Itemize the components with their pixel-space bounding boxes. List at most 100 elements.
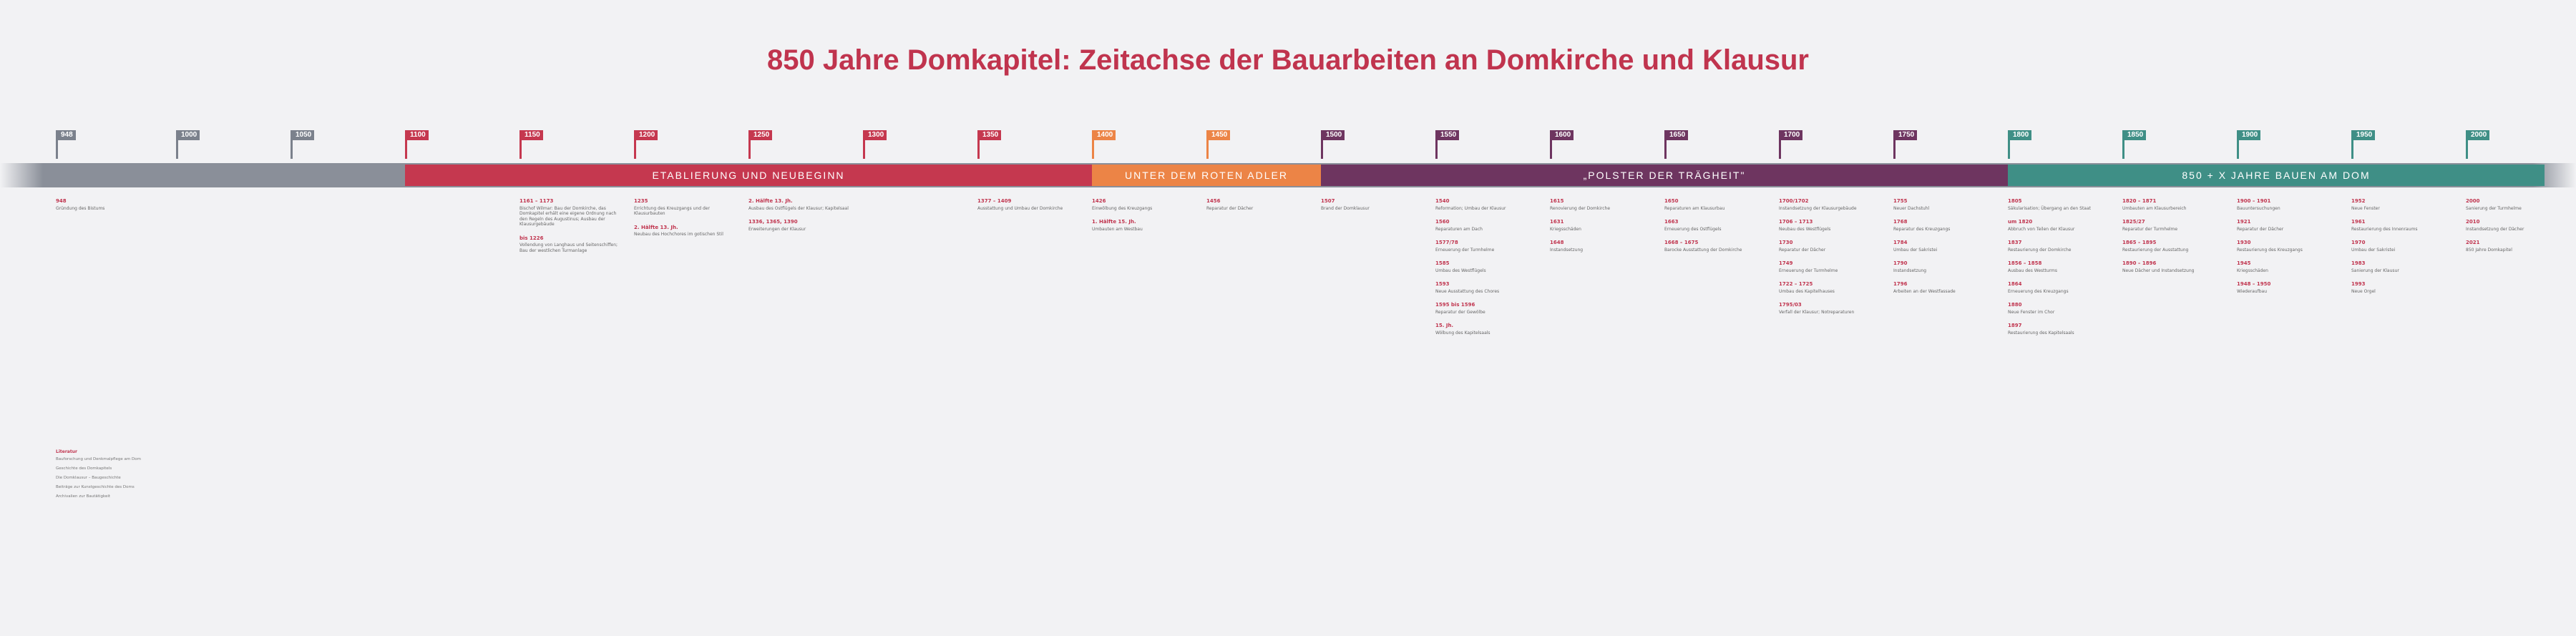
year-label: 1750 xyxy=(1896,130,1918,140)
entry-date: 1377 – 1409 xyxy=(977,198,1012,204)
timeline-entry: 1837 Restaurierung der Domkirche xyxy=(2008,240,2108,253)
year-label: 1450 xyxy=(1209,130,1231,140)
entry-text: Sanierung der Klausur xyxy=(2351,268,2399,273)
entry-text: Kriegsschäden xyxy=(1550,226,1581,232)
timeline-column: 1426 Einwölbung des Kreuzgangs 1. Hälfte 1… xyxy=(1092,198,1192,240)
timeline-column: 2000 Sanierung der Turmhelme 2010 Instandse… xyxy=(2466,198,2566,261)
timeline-column: 1540 Reformation; Umbau der Klausur 1560 Re… xyxy=(1435,198,1536,344)
entry-date: 1507 xyxy=(1321,198,1335,204)
entry-text: Brand der Domklausur xyxy=(1321,205,1370,211)
entry-date: 1784 xyxy=(1893,240,1908,245)
timeline-entry: 1970 Umbau der Sakristei xyxy=(2351,240,2451,253)
entry-date: 2. Hälfte 13. Jh. xyxy=(748,198,793,204)
timeline-entry: 1. Hälfte 15. Jh. Umbauten am Westbau xyxy=(1092,219,1192,232)
timeline-entry: 1507 Brand der Domklausur xyxy=(1321,198,1421,211)
entry-date: 1595 bis 1596 xyxy=(1435,302,1475,308)
entry-text: Reparatur der Dächer xyxy=(1206,205,1254,211)
entry-date: 1161 – 1173 xyxy=(519,198,554,204)
entry-text: Reformation; Umbau der Klausur xyxy=(1435,205,1506,211)
entry-text: Neue Fenster im Chor xyxy=(2008,309,2055,315)
entry-date: 1795/03 xyxy=(1779,302,1802,308)
year-label: 1150 xyxy=(522,130,543,140)
entry-date: 2000 xyxy=(2466,198,2480,204)
timeline-entry: 1426 Einwölbung des Kreuzgangs xyxy=(1092,198,1192,211)
year-label: 2000 xyxy=(2468,130,2490,140)
timeline-entry: 1897 Restaurierung des Kapitelsaals xyxy=(2008,323,2108,336)
entry-date: 1945 xyxy=(2237,260,2251,266)
entry-date: 1948 – 1950 xyxy=(2237,281,2271,287)
timeline-entry: 1961 Restaurierung des Innenraums xyxy=(2351,219,2451,232)
timeline-column: 1507 Brand der Domklausur xyxy=(1321,198,1421,220)
year-marker xyxy=(1435,130,1438,159)
entry-text: Neubau des Hochchores im gotischen Stil xyxy=(634,232,723,237)
entry-text: Neue Orgel xyxy=(2351,288,2376,294)
year-label: 1900 xyxy=(2239,130,2261,140)
entry-date: 1456 xyxy=(1206,198,1221,204)
timeline-entry: 1377 – 1409 Ausstattung und Umbau der Dom… xyxy=(977,198,1078,211)
entry-text: Instandsetzung der Dächer xyxy=(2466,226,2524,232)
entry-date: 1663 xyxy=(1664,219,1679,225)
entry-text: Erneuerung der Turmhelme xyxy=(1435,247,1495,253)
entry-date: 2010 xyxy=(2466,219,2480,225)
year-marker xyxy=(405,130,407,159)
entry-text: Bauuntersuchungen xyxy=(2237,205,2280,211)
year-marker xyxy=(2008,130,2010,159)
timeline-entry: 1784 Umbau der Sakristei xyxy=(1893,240,1994,253)
year-marker xyxy=(519,130,522,159)
entry-date: 1900 – 1901 xyxy=(2237,198,2271,204)
entry-date: 1983 xyxy=(2351,260,2366,266)
entry-text: Neue Fenster xyxy=(2351,205,2380,211)
entry-date: 1796 xyxy=(1893,281,1908,287)
timeline-column: 1650 Reparaturen am Klausurbau 1663 Erneuer… xyxy=(1664,198,1765,261)
entry-date: 1722 – 1725 xyxy=(1779,281,1813,287)
timeline-entry: 1577/78 Erneuerung der Turmhelme xyxy=(1435,240,1536,253)
year-marker xyxy=(1092,130,1094,159)
entry-text: Neue Dächer und Instandsetzung xyxy=(2122,268,2195,273)
literature-item: Die Domklausur – Baugeschichte xyxy=(56,476,121,480)
timeline-entry: 1456 Reparatur der Dächer xyxy=(1206,198,1307,211)
entry-text: Erneuerung der Turmhelme xyxy=(1779,268,1838,273)
timeline-entry: 1749 Erneuerung der Turmhelme xyxy=(1779,260,1879,273)
entry-text: Reparatur der Dächer xyxy=(2237,226,2284,232)
timeline-entry: 1921 Reparatur der Dächer xyxy=(2237,219,2337,232)
entry-text: Neubau des Westflügels xyxy=(1779,226,1831,232)
timeline-column: 948 Gründung des Bistums xyxy=(56,198,156,220)
literature-item: Beiträge zur Kunstgeschichte des Doms xyxy=(56,485,135,489)
entry-date: 1825/27 xyxy=(2122,219,2145,225)
timeline-entry: 1825/27 Reparatur der Turmhelme xyxy=(2122,219,2223,232)
entry-date: 1631 xyxy=(1550,219,1564,225)
timeline-entry: 1768 Reparatur des Kreuzgangs xyxy=(1893,219,1994,232)
timeline-entry: 1615 Renovierung der Domkirche xyxy=(1550,198,1650,211)
entry-date: 1805 xyxy=(2008,198,2022,204)
timeline-entry: 1663 Erneuerung des Ostflügels xyxy=(1664,219,1765,232)
entry-text: Restaurierung des Kapitelsaals xyxy=(2008,330,2074,336)
entry-text: Umbauten am Klausurbereich xyxy=(2122,205,2187,211)
entry-date: 1921 xyxy=(2237,219,2251,225)
entry-date: 1585 xyxy=(1435,260,1450,266)
timeline-entry: 1540 Reformation; Umbau der Klausur xyxy=(1435,198,1536,211)
entry-date: 15. Jh. xyxy=(1435,323,1454,328)
year-marker xyxy=(1206,130,1209,159)
year-marker xyxy=(1779,130,1781,159)
epoch-band: 850 + X JAHRE BAUEN AM DOM xyxy=(2008,165,2545,186)
timeline-entry: 1235 Errichtung des Kreuzgangs und der Kl… xyxy=(634,198,734,217)
entry-text: Neue Ausstattung des Chores xyxy=(1435,288,1500,294)
timeline-entry: 1993 Neue Orgel xyxy=(2351,281,2451,294)
entry-date: 948 xyxy=(56,198,67,204)
year-label: 1000 xyxy=(178,130,200,140)
epoch-band: „POLSTER DER TRÄGHEIT" xyxy=(1321,165,2008,186)
timeline-column: 1456 Reparatur der Dächer xyxy=(1206,198,1307,220)
entry-date: 1700/1702 xyxy=(1779,198,1809,204)
entry-date: 1864 xyxy=(2008,281,2022,287)
year-label: 1100 xyxy=(407,130,429,140)
timeline-entry: 1865 – 1895 Restaurierung der Ausstattung xyxy=(2122,240,2223,253)
entry-text: Erneuerung des Ostflügels xyxy=(1664,226,1722,232)
timeline-entry: 1668 – 1675 Barocke Ausstattung der Domki… xyxy=(1664,240,1765,253)
entry-text: Restaurierung des Innenraums xyxy=(2351,226,2418,232)
entry-text: Wiederaufbau xyxy=(2237,288,2268,294)
entry-date: 2. Hälfte 13. Jh. xyxy=(634,224,678,230)
entry-date: 1648 xyxy=(1550,240,1564,245)
timeline-entry: 1945 Kriegsschäden xyxy=(2237,260,2337,273)
entry-date: 1. Hälfte 15. Jh. xyxy=(1092,219,1136,225)
timeline-entry: 2. Hälfte 13. Jh. Neubau des Hochchores i… xyxy=(634,225,734,238)
